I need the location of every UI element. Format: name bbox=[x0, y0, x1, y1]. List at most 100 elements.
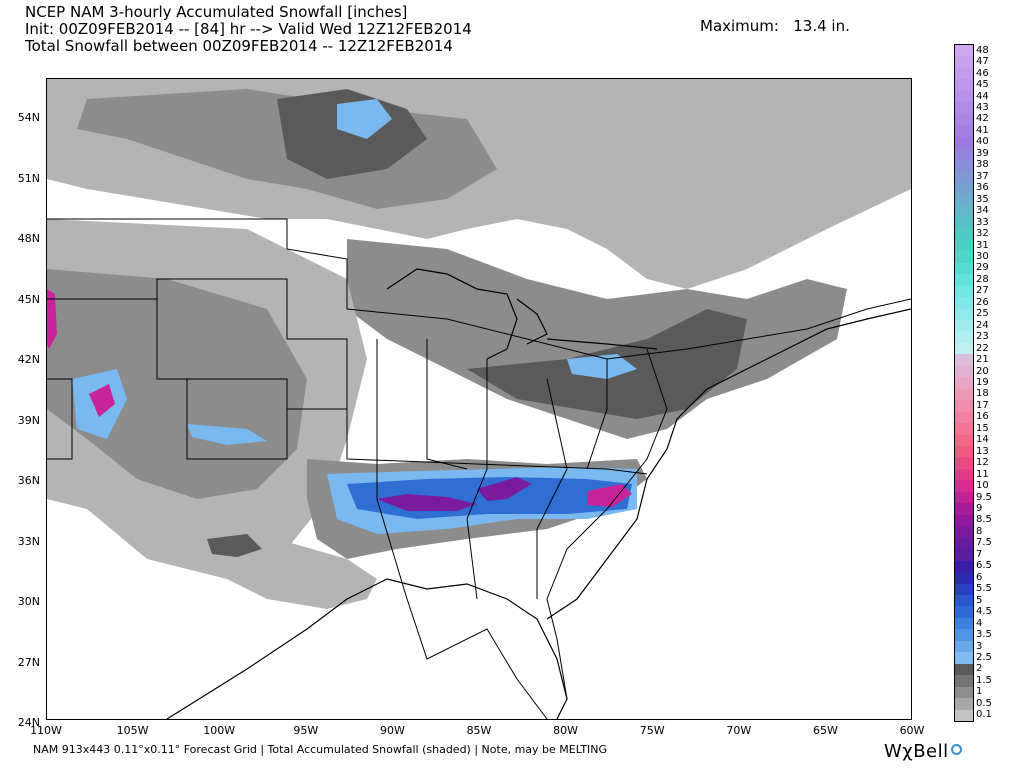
colorbar-swatch bbox=[955, 698, 973, 711]
colorbar-swatch bbox=[955, 526, 973, 539]
colorbar-label: 38 bbox=[976, 159, 989, 171]
lon-label: 95W bbox=[293, 724, 319, 737]
colorbar-swatch bbox=[955, 423, 973, 436]
lon-label: 65W bbox=[812, 724, 838, 737]
colorbar-label: 18 bbox=[976, 388, 989, 400]
colorbar-swatch bbox=[955, 629, 973, 642]
colorbar-swatch bbox=[955, 45, 973, 57]
colorbar-swatch bbox=[955, 675, 973, 688]
colorbar-label: 29 bbox=[976, 262, 989, 274]
lat-label: 48N bbox=[17, 232, 40, 245]
colorbar-swatch bbox=[955, 503, 973, 516]
colorbar-label: 28 bbox=[976, 273, 989, 285]
colorbar-label: 40 bbox=[976, 136, 989, 148]
snowfall-map bbox=[46, 78, 912, 720]
colorbar-label: 3.5 bbox=[976, 629, 992, 641]
colorbar-swatch bbox=[955, 102, 973, 115]
colorbar-label: 7.5 bbox=[976, 537, 992, 549]
hudson-blue bbox=[337, 99, 392, 139]
colorbar-label: 4 bbox=[976, 617, 983, 629]
brand-dot-icon bbox=[950, 744, 962, 755]
colorbar-swatch bbox=[955, 560, 973, 573]
colorbar-swatch bbox=[955, 274, 973, 287]
colorbar-swatch bbox=[955, 342, 973, 355]
wyoming-magenta bbox=[47, 289, 57, 349]
lat-label: 54N bbox=[17, 111, 40, 124]
colorbar-label: 46 bbox=[976, 67, 989, 79]
colorbar-swatch bbox=[955, 572, 973, 584]
colorbar-swatch bbox=[955, 285, 973, 298]
colorbar-label: 6.5 bbox=[976, 560, 992, 572]
colorbar-label: 41 bbox=[976, 124, 989, 136]
colorbar-label: 33 bbox=[976, 216, 989, 228]
lat-label: 24N bbox=[17, 716, 40, 729]
colorbar-swatch bbox=[955, 400, 973, 413]
colorbar-label: 11 bbox=[976, 468, 989, 480]
colorbar-label: 35 bbox=[976, 193, 989, 205]
colorbar-swatch bbox=[955, 125, 973, 138]
colorbar-swatch bbox=[955, 457, 973, 470]
colorbar-label: 2.5 bbox=[976, 651, 992, 663]
colorbar-label: 7 bbox=[976, 548, 983, 560]
south-snow-magenta-e bbox=[587, 484, 632, 507]
south-snow-purple-c bbox=[477, 477, 532, 501]
lat-label: 36N bbox=[17, 474, 40, 487]
colorbar-swatch bbox=[955, 262, 973, 275]
colorbar-swatch bbox=[955, 652, 973, 665]
gulf-snow-dark bbox=[207, 534, 262, 557]
colorbar-swatch bbox=[955, 308, 973, 321]
colorbar-swatch bbox=[955, 411, 973, 424]
colorbar-label: 17 bbox=[976, 399, 989, 411]
colorbar-label: 47 bbox=[976, 56, 989, 68]
colorbar-label: 22 bbox=[976, 342, 989, 354]
colorbar-label: 9.5 bbox=[976, 491, 992, 503]
colorbar-swatch bbox=[955, 171, 973, 183]
colorbar-label: 24 bbox=[976, 319, 989, 331]
northeast-snow-mid bbox=[347, 239, 847, 439]
colorbar-swatch bbox=[955, 640, 973, 653]
colorbar-label: 20 bbox=[976, 365, 989, 377]
colorbar-label: 1.5 bbox=[976, 674, 992, 686]
colorbar-label: 21 bbox=[976, 354, 989, 366]
colorbar-swatch bbox=[955, 514, 973, 527]
colorbar-swatch bbox=[955, 79, 973, 92]
colorbar-label: 2 bbox=[976, 663, 983, 675]
lat-label: 39N bbox=[17, 413, 40, 427]
colorbar-swatch bbox=[955, 377, 973, 390]
colorbar-swatch bbox=[955, 205, 973, 218]
init-valid-line: Init: 00Z09FEB2014 -- [84] hr --> Valid … bbox=[25, 20, 472, 38]
colorbar-label: 16 bbox=[976, 411, 989, 423]
colorbar-label: 5 bbox=[976, 594, 983, 606]
lat-label: 33N bbox=[17, 534, 40, 548]
colorado-purple bbox=[89, 384, 115, 417]
colorbar-swatch bbox=[955, 136, 973, 149]
colorbar-swatch bbox=[955, 67, 973, 80]
colorbar-label: 45 bbox=[976, 79, 989, 91]
colorbar-swatch bbox=[955, 216, 973, 229]
colorbar-label: 39 bbox=[976, 147, 989, 159]
colorbar-label: 23 bbox=[976, 331, 989, 343]
colorbar-swatch bbox=[955, 446, 973, 458]
footer-caption: NAM 913x443 0.11°x0.11° Forecast Grid | … bbox=[33, 743, 608, 756]
colorbar-swatch bbox=[955, 228, 973, 241]
colorbar-label: 12 bbox=[976, 457, 989, 469]
colorbar-label: 9 bbox=[976, 503, 983, 515]
colorbar-label: 43 bbox=[976, 102, 989, 114]
lon-label: 75W bbox=[639, 724, 665, 737]
colorbar-label: 14 bbox=[976, 434, 989, 446]
colorbar-swatch bbox=[955, 182, 973, 195]
colorbar-swatch bbox=[955, 594, 973, 607]
colorbar-label: 27 bbox=[976, 285, 989, 297]
colorbar-swatch bbox=[955, 468, 973, 481]
colorbar-swatch bbox=[955, 90, 973, 103]
lat-label: 42N bbox=[17, 353, 40, 366]
colorbar-swatch bbox=[955, 617, 973, 630]
state-borders bbox=[47, 218, 912, 720]
colorbar-label: 31 bbox=[976, 239, 989, 251]
colorbar-swatch bbox=[955, 297, 973, 310]
colorbar-label: 15 bbox=[976, 422, 989, 434]
colorbar-label: 8.5 bbox=[976, 514, 992, 526]
colorbar-swatch bbox=[955, 56, 973, 69]
lon-label: 70W bbox=[726, 724, 752, 737]
colorbar-label: 37 bbox=[976, 170, 989, 182]
